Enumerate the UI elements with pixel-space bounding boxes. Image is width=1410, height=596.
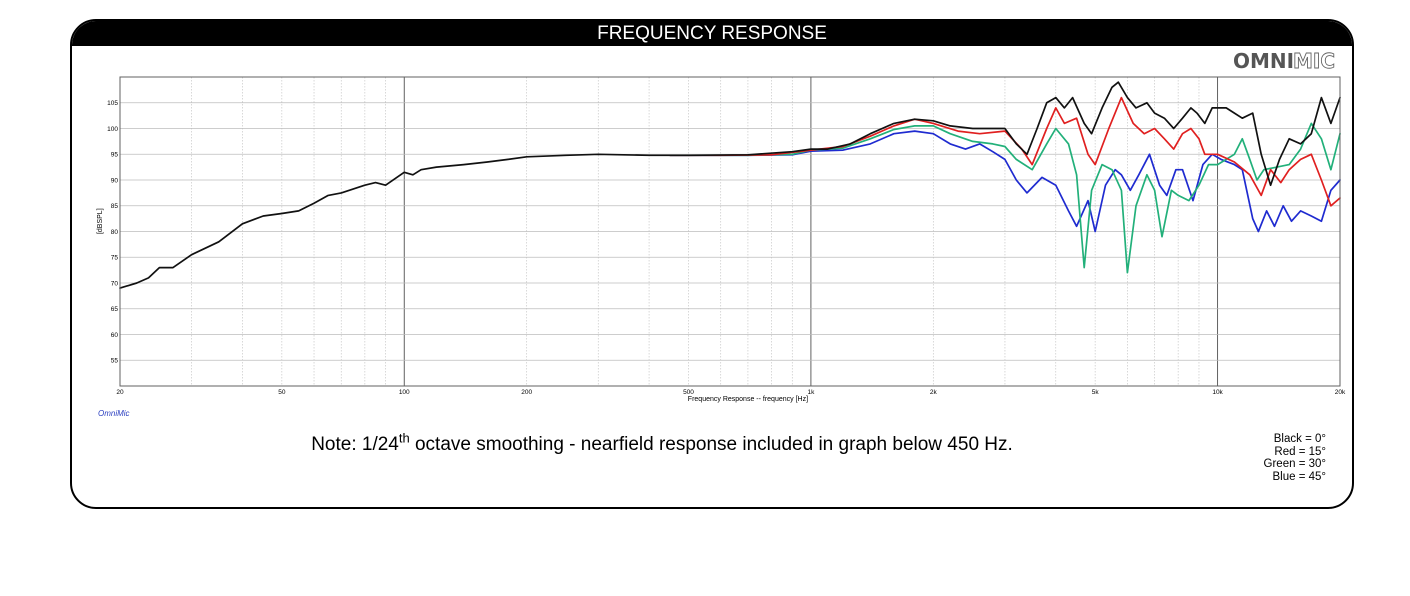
note-suffix: octave smoothing - nearfield response in… — [409, 434, 1013, 456]
grid — [119, 76, 1341, 387]
logo-text-bold: OMNI — [1233, 49, 1294, 73]
series-line-45deg — [669, 130, 1341, 233]
frequency-response-chart: 20 50 100 200 500 1k 2k 5k 10k 20k 55 60 65 70 75 80 85 9… — [97, 49, 1346, 418]
x-tick-label: 200 — [521, 389, 532, 396]
tick-labels: 20 50 100 200 500 1k 2k 5k 10k 20k 55 60 65 70 75 80 85 9… — [107, 100, 1346, 396]
y-tick-label: 85 — [111, 203, 119, 210]
legend-black: Black = 0° — [1273, 433, 1326, 445]
series-line-30deg — [669, 122, 1341, 274]
x-tick-label: 100 — [399, 389, 410, 396]
omnimic-watermark: OmniMic — [98, 409, 130, 418]
y-tick-label: 60 — [111, 332, 119, 339]
x-tick-label: 2k — [930, 389, 938, 396]
y-tick-label: 75 — [111, 255, 119, 262]
x-tick-label: 10k — [1212, 389, 1223, 396]
x-tick-label: 500 — [683, 389, 694, 396]
note-superscript: th — [398, 431, 410, 446]
x-tick-label: 5k — [1092, 389, 1100, 396]
y-tick-label: 90 — [111, 177, 119, 184]
series-line-0deg — [119, 81, 1341, 289]
x-axis-label: Frequency Response -- frequency [Hz] — [688, 396, 808, 403]
legend-blue: Blue = 45° — [1272, 470, 1326, 483]
logo-text-outline: MIC — [1293, 49, 1335, 73]
y-tick-label: 100 — [107, 126, 118, 133]
legend-red: Red = 15° — [1274, 445, 1326, 458]
smoothing-note: Note: 1/24th octave smoothing - nearfiel… — [72, 431, 1352, 456]
chart-title: FREQUENCY RESPONSE — [72, 21, 1352, 46]
y-tick-label: 105 — [107, 100, 118, 107]
x-tick-label: 50 — [278, 389, 286, 396]
y-axis-label: [dBSPL] — [97, 208, 104, 234]
y-tick-label: 80 — [111, 229, 119, 236]
x-tick-label: 1k — [807, 389, 815, 396]
y-tick-label: 65 — [111, 306, 119, 313]
chart-panel: FREQUENCY RESPONSE 20 50 100 200 500 1k 2k 5k 10… — [70, 19, 1354, 509]
omnimic-logo: OMNI MIC — [1233, 49, 1335, 74]
y-tick-label: 95 — [111, 152, 119, 159]
y-tick-label: 70 — [111, 280, 119, 287]
plot-frame — [119, 76, 1341, 387]
angle-legend: Black = 0° Red = 15° Green = 30° Blue = … — [1264, 433, 1326, 483]
note-prefix: Note: 1/24 — [311, 434, 399, 456]
series-lines — [119, 81, 1341, 289]
legend-green: Green = 30° — [1263, 458, 1326, 470]
y-tick-label: 55 — [111, 358, 119, 365]
x-tick-label: 20k — [1335, 389, 1346, 396]
x-tick-label: 20 — [116, 389, 124, 396]
